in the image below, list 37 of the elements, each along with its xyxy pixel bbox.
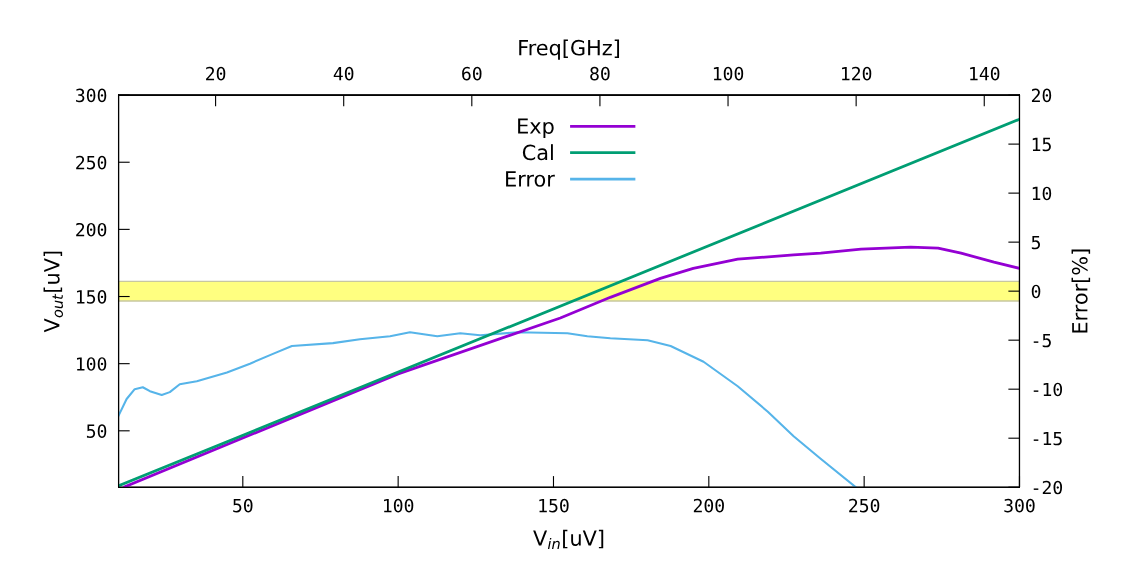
y2-tick-label: -10: [1033, 382, 1063, 397]
legend-label: Error: [506, 171, 555, 187]
x-tick-label: 150: [539, 498, 569, 513]
y-tick-label: 100: [76, 357, 107, 371]
x2-tick-label: 80: [590, 66, 610, 81]
x-tick-label: 100: [384, 498, 414, 513]
y2-tick-label: 15: [1032, 137, 1051, 152]
legend-label: Cal: [522, 144, 553, 161]
y-tick-label: 300: [76, 88, 107, 103]
x-tick-label: 200: [693, 498, 724, 513]
y-tick-label: 250: [76, 155, 107, 170]
y-tick-label: 50: [86, 424, 107, 438]
line-series: [123, 245, 1020, 488]
x-tick-label: 250: [849, 498, 880, 513]
y2-tick-label: 0: [1031, 284, 1041, 299]
x-tick-label: 50: [233, 498, 253, 513]
x2-tick-label: 20: [206, 66, 226, 81]
x2-tick-label: 140: [970, 66, 1000, 81]
y2-tick-label: 10: [1032, 186, 1052, 201]
legend-label: Exp: [518, 118, 554, 138]
x2-tick-label: 40: [333, 66, 354, 81]
y2-tick-label: 20: [1031, 88, 1052, 103]
y2-tick-label: -20: [1033, 480, 1063, 495]
x2-tick-label: 60: [462, 66, 482, 81]
x-axis-title: V$_{in}$[uV]: [533, 529, 604, 550]
y-tick-label: 200: [76, 222, 107, 237]
y2-tick-label: -5: [1033, 333, 1051, 348]
x2-tick-label: 120: [842, 66, 872, 81]
x2-axis-title: Freq[GHz]: [519, 39, 620, 60]
y-tick-label: 150: [76, 290, 107, 304]
y-axis-title: V$_{out}$[uV]: [43, 251, 63, 333]
y2-tick-label: 5: [1031, 235, 1041, 250]
y2-axis-title: Error[%]: [1071, 249, 1091, 333]
x2-tick-label: 100: [713, 66, 744, 81]
y2-tick-label: -15: [1033, 431, 1062, 446]
line-series: [118, 331, 857, 488]
x-tick-label: 300: [1004, 498, 1035, 513]
